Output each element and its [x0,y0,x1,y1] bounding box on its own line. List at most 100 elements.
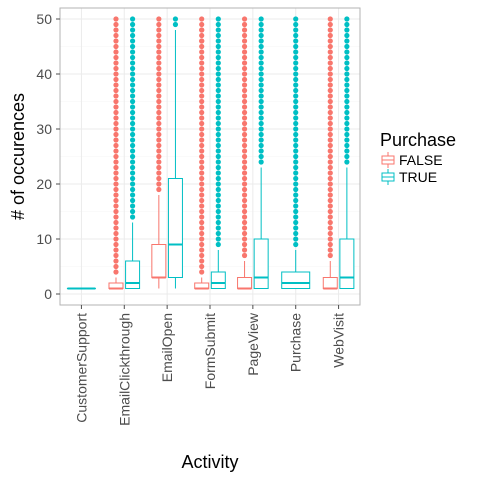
outlier-point [215,109,221,116]
outlier-point [199,247,205,253]
y-axis-ticks: 0 10 20 30 40 50 [36,11,60,302]
outlier-point [199,170,205,176]
outlier-point [113,159,119,165]
outlier-point [327,38,333,44]
outlier-point [156,170,162,176]
outlier-point [215,214,221,220]
outlier-point [113,142,119,149]
outlier-point [199,76,205,83]
box-iqr [281,271,311,289]
outlier-point [293,241,299,248]
outlier-point [215,203,221,209]
outlier-point [293,164,299,171]
outlier-point [327,203,333,209]
outlier-point [113,60,119,66]
outlier-point [344,65,350,72]
outlier-point [199,131,205,138]
outlier-point [258,60,264,66]
outlier-point [156,98,162,105]
outlier-point [327,65,333,72]
outlier-point [199,142,205,149]
outlier-point [156,104,162,110]
outlier-point [327,87,333,94]
outlier-point [258,115,264,121]
outlier-point [199,175,205,182]
outlier-point [258,71,264,77]
outlier-point [215,21,221,28]
outlier-point [129,192,136,198]
outlier-point [129,104,136,110]
outlier-point [293,230,299,237]
outlier-point [113,82,119,88]
outlier-point [344,21,350,28]
outlier-point [344,93,350,99]
outlier-point [156,186,162,193]
box-true-emailopen [167,16,183,289]
outlier-point [293,65,299,72]
outlier-point [327,153,333,160]
outlier-point [293,137,299,143]
outlier-point [215,137,221,143]
outlier-point [327,115,333,121]
outlier-point [113,109,119,116]
outlier-point [344,60,350,66]
outlier-point [215,104,221,110]
outlier-point [199,159,205,165]
outlier-point [293,115,299,121]
outlier-point [293,142,299,149]
outlier-point [199,104,205,110]
outlier-point [199,236,205,242]
outlier-point [241,43,248,50]
outlier-point [258,120,264,127]
outlier-point [293,192,299,198]
outlier-point [327,142,333,149]
outlier-point [113,104,119,110]
outlier-point [215,76,221,83]
outlier-point [241,93,248,99]
outlier-point [327,16,333,22]
outlier-point [113,175,119,182]
outlier-point [327,82,333,88]
outlier-point [241,82,248,88]
outlier-point [129,54,136,61]
outlier-point [215,219,221,226]
outlier-point [113,32,119,39]
outlier-point [344,32,350,39]
outlier-point [344,109,350,116]
outlier-point [113,170,119,176]
outlier-point [215,192,221,198]
outlier-point [241,131,248,138]
outlier-point [327,49,333,55]
outlier-point [156,126,162,132]
outlier-point [129,65,136,72]
outlier-point [199,115,205,121]
outlier-point [327,181,333,187]
outlier-point [258,27,264,33]
outlier-point [258,54,264,61]
outlier-point [113,87,119,94]
outlier-point [344,43,350,50]
x-tick-label: Purchase [288,313,304,372]
y-tick-label: 0 [44,286,52,302]
outlier-point [129,126,136,132]
outlier-point [241,49,248,55]
x-tick-label: EmailClickthrough [116,313,132,426]
outlier-point [199,192,205,198]
outlier-point [258,32,264,39]
outlier-point [215,142,221,149]
outlier-point [241,230,248,237]
outlier-point [129,32,136,39]
outlier-point [199,43,205,50]
outlier-point [172,16,179,22]
outlier-point [241,54,248,61]
outlier-point [327,60,333,66]
outlier-point [241,203,248,209]
outlier-point [241,197,248,204]
outlier-point [156,21,162,28]
outlier-point [215,197,221,204]
outlier-point [215,60,221,66]
outlier-point [199,230,205,237]
outlier-point [344,49,350,55]
outlier-point [344,87,350,94]
